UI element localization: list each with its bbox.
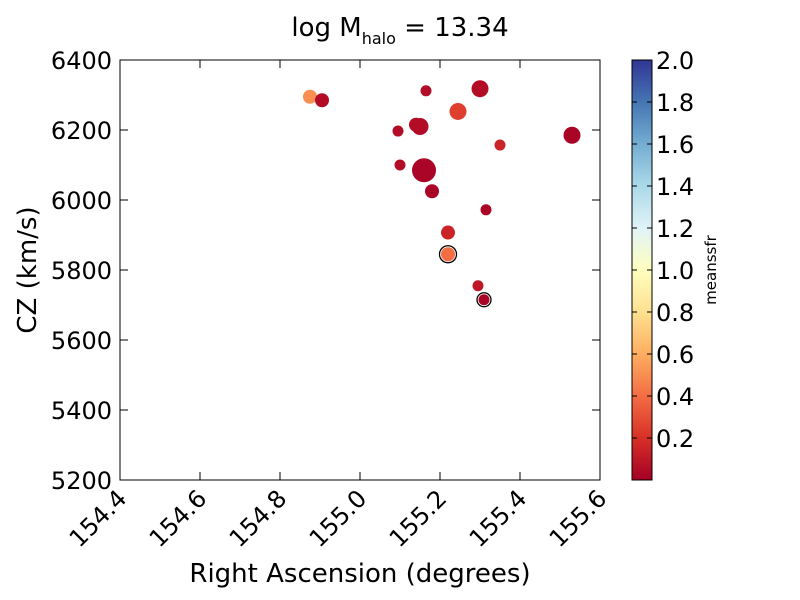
scatter-point: [303, 89, 317, 104]
y-axis-label: CZ (km/s): [13, 206, 43, 333]
scatter-point: [494, 139, 506, 151]
scatter-point: [563, 126, 581, 144]
scatter-point: [441, 247, 455, 262]
x-tick-label: 155.6: [544, 484, 612, 552]
colorbar-tick-label: 1.0: [656, 257, 694, 285]
scatter-point: [420, 85, 432, 97]
y-tick-label: 5200: [51, 467, 112, 495]
point-marker-ring: [476, 292, 492, 308]
colorbar-tick-label: 0.2: [656, 425, 694, 453]
y-tick-label: 5400: [51, 397, 112, 425]
colorbar-tick-label: 1.4: [656, 173, 694, 201]
title-subscript: halo: [362, 29, 396, 48]
x-tick-label: 154.8: [224, 484, 292, 552]
scatter-point: [412, 158, 436, 183]
scatter-point: [392, 125, 404, 137]
y-tick-label: 6000: [51, 187, 112, 215]
scatter-point: [411, 118, 429, 135]
scatter-point: [394, 159, 406, 171]
colorbar-tick-label: 1.6: [656, 131, 694, 159]
x-tick-labels: 154.4 154.6 154.8 155.0 155.2 155.4 155.6: [64, 484, 612, 552]
plot-area: [119, 59, 601, 481]
x-tick-label: 155.2: [384, 484, 452, 552]
scatter-point: [441, 225, 455, 240]
scatter-point: [449, 102, 467, 120]
colorbar-tick-label: 2.0: [656, 47, 694, 75]
y-tick-label: 5600: [51, 327, 112, 355]
axis-ticks: [119, 59, 601, 481]
y-tick-labels: 5200 5400 5600 5800 6000 6200 6400: [51, 47, 112, 495]
colorbar-label: meanssfr: [702, 234, 720, 304]
y-tick-label: 6200: [51, 117, 112, 145]
y-tick-label: 5800: [51, 257, 112, 285]
scatter-point: [480, 204, 492, 216]
x-axis-label: Right Ascension (degrees): [189, 559, 530, 589]
scatter-point: [472, 280, 484, 292]
x-tick-label: 155.0: [304, 484, 372, 552]
title-suffix: = 13.34: [396, 13, 509, 43]
colorbar-tick-label: 0.6: [656, 341, 694, 369]
x-tick-label: 154.6: [144, 484, 212, 552]
colorbar-ticks: 0.2 0.4 0.6 0.8 1.0 1.2 1.4 1.6 1.8 2.0: [632, 47, 694, 453]
data-points: [303, 80, 581, 308]
colorbar-tick-label: 1.2: [656, 215, 694, 243]
y-tick-label: 6400: [51, 47, 112, 75]
colorbar-tick-label: 1.8: [656, 89, 694, 117]
scatter-point: [425, 184, 439, 199]
colorbar-tick-label: 0.4: [656, 383, 694, 411]
point-marker-ring: [438, 245, 458, 264]
title-prefix: log M: [291, 13, 361, 43]
scatter-point: [471, 80, 489, 98]
x-tick-label: 155.4: [464, 484, 532, 552]
colorbar-tick-label: 0.8: [656, 299, 694, 327]
scatter-point: [478, 294, 490, 306]
chart-title: log Mhalo = 13.34: [291, 13, 508, 48]
scatter-point: [315, 93, 329, 108]
